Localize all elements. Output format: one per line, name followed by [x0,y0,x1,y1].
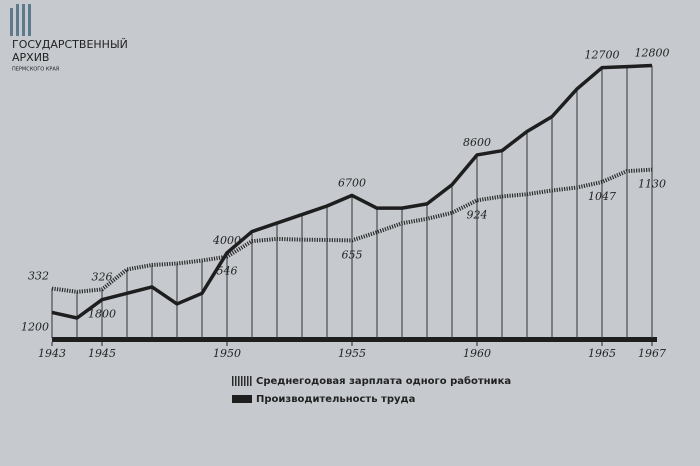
data-label: 924 [467,208,488,221]
x-tick-label: 1950 [213,347,241,360]
legend-swatch [232,376,234,386]
data-label: 1047 [588,190,616,203]
legend-swatch [247,376,249,386]
x-tick-label: 1960 [463,347,491,360]
data-label: 8600 [463,136,491,149]
logo-bar [10,8,13,36]
x-tick-label: 1943 [38,347,66,360]
legend-label: Производительность труда [256,394,415,405]
legend-label: Среднегодовая зарплата одного работника [256,375,511,387]
data-label: 655 [342,248,363,261]
logo-subtitle: ПЕРМСКОГО КРАЯ [12,67,59,73]
x-tick-label: 1945 [88,347,116,360]
legend-swatch [235,376,237,386]
logo-title: АРХИВ [12,51,49,64]
data-label: 546 [217,265,238,278]
legend-swatch [244,376,246,386]
x-tick-label: 1955 [338,347,366,360]
data-label: 6700 [338,176,366,189]
logo-bar [28,4,31,36]
data-label: 12700 [585,49,620,62]
series-line [51,63,653,320]
legend-swatch [241,376,243,386]
series-line [51,167,653,294]
logo-bar [16,4,19,36]
x-tick-label: 1967 [638,347,666,360]
logo [10,4,31,36]
logo-bar [22,4,25,36]
data-label: 4000 [212,234,241,247]
x-tick-label: 1965 [588,347,616,360]
legend-swatch [232,395,252,403]
legend-swatch [238,376,240,386]
data-label: 1200 [21,320,49,333]
data-label: 1130 [638,178,666,191]
baseline [52,337,657,342]
logo-title: ГОСУДАРСТВЕННЫЙ [12,38,128,51]
data-label: 326 [92,270,113,283]
data-label: 332 [28,270,49,283]
legend-swatch [250,376,252,386]
data-label: 1800 [88,308,116,321]
data-label: 12800 [635,47,670,60]
